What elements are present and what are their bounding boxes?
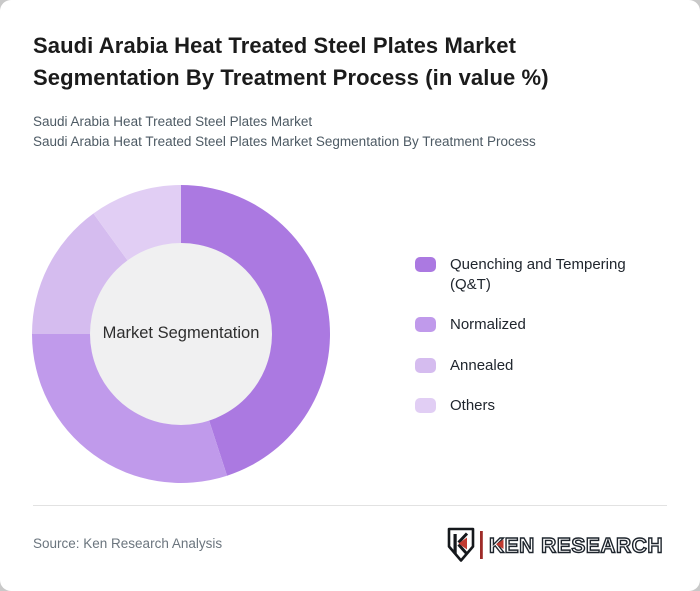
legend-swatch-icon	[415, 357, 436, 373]
chart-subtitle-line1: Saudi Arabia Heat Treated Steel Plates M…	[33, 114, 313, 129]
chart-legend: Quenching and Tempering (Q&T) Normalized…	[415, 255, 645, 416]
legend-item-normalized: Normalized	[415, 315, 645, 335]
legend-item-others: Others	[415, 396, 645, 416]
legend-item-quenching-and-tempering: Quenching and Tempering (Q&T)	[415, 255, 645, 294]
logo-k-triangle-icon	[496, 539, 504, 549]
legend-item-annealed: Annealed	[415, 356, 645, 376]
source-text: Source: Ken Research Analysis	[33, 536, 223, 551]
chart-subtitle-line2: Saudi Arabia Heat Treated Steel Plates M…	[33, 134, 536, 149]
logo-divider-bar	[480, 531, 483, 559]
shield-k-icon	[447, 527, 475, 562]
donut-center-label: Market Segmentation	[102, 324, 260, 342]
legend-label: Quenching and Tempering (Q&T)	[450, 256, 626, 293]
legend-swatch-icon	[415, 398, 436, 413]
logo-brand-text: KEN RESEARCH	[489, 535, 663, 558]
legend-label: Annealed	[450, 356, 514, 374]
legend-label: Normalized	[450, 316, 526, 333]
page-title: Saudi Arabia Heat Treated Steel Plates M…	[33, 33, 549, 90]
ken-research-logo: KEN RESEARCH	[447, 527, 663, 562]
footer-divider	[33, 505, 667, 506]
legend-swatch-icon	[415, 257, 436, 272]
donut-chart	[32, 185, 330, 484]
legend-swatch-icon	[415, 317, 436, 332]
donut-inner-circle	[90, 243, 272, 425]
chart-subtitle: Saudi Arabia Heat Treated Steel Plates M…	[33, 112, 673, 152]
legend-label: Others	[450, 397, 496, 414]
